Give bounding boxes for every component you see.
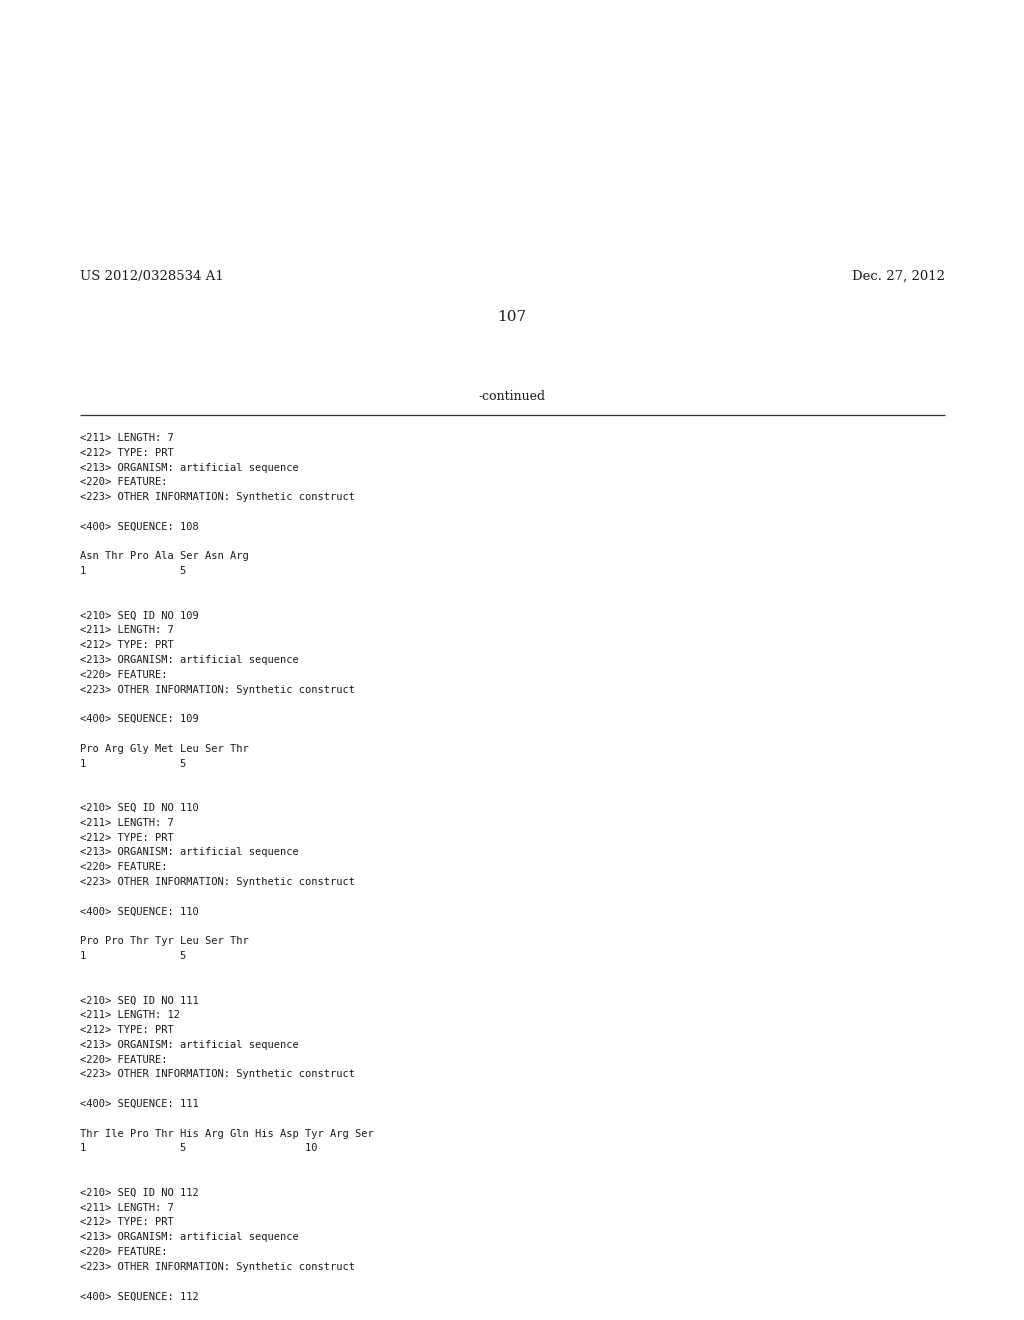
Text: -continued: -continued xyxy=(478,389,546,403)
Text: Pro Pro Thr Tyr Leu Ser Thr: Pro Pro Thr Tyr Leu Ser Thr xyxy=(80,936,249,946)
Text: <223> OTHER INFORMATION: Synthetic construct: <223> OTHER INFORMATION: Synthetic const… xyxy=(80,1262,355,1271)
Text: 1               5: 1 5 xyxy=(80,759,186,768)
Text: <212> TYPE: PRT: <212> TYPE: PRT xyxy=(80,447,174,458)
Text: <223> OTHER INFORMATION: Synthetic construct: <223> OTHER INFORMATION: Synthetic const… xyxy=(80,876,355,887)
Text: <223> OTHER INFORMATION: Synthetic construct: <223> OTHER INFORMATION: Synthetic const… xyxy=(80,685,355,694)
Text: <212> TYPE: PRT: <212> TYPE: PRT xyxy=(80,1026,174,1035)
Text: <211> LENGTH: 7: <211> LENGTH: 7 xyxy=(80,626,174,635)
Text: <213> ORGANISM: artificial sequence: <213> ORGANISM: artificial sequence xyxy=(80,1040,299,1049)
Text: Pro Arg Gly Met Leu Ser Thr: Pro Arg Gly Met Leu Ser Thr xyxy=(80,743,249,754)
Text: <220> FEATURE:: <220> FEATURE: xyxy=(80,1247,168,1257)
Text: <400> SEQUENCE: 108: <400> SEQUENCE: 108 xyxy=(80,521,199,532)
Text: <213> ORGANISM: artificial sequence: <213> ORGANISM: artificial sequence xyxy=(80,847,299,858)
Text: Thr Ile Pro Thr His Arg Gln His Asp Tyr Arg Ser: Thr Ile Pro Thr His Arg Gln His Asp Tyr … xyxy=(80,1129,374,1139)
Text: <211> LENGTH: 7: <211> LENGTH: 7 xyxy=(80,433,174,444)
Text: <212> TYPE: PRT: <212> TYPE: PRT xyxy=(80,1217,174,1228)
Text: <400> SEQUENCE: 110: <400> SEQUENCE: 110 xyxy=(80,907,199,916)
Text: Asn Thr Pro Ala Ser Asn Arg: Asn Thr Pro Ala Ser Asn Arg xyxy=(80,552,249,561)
Text: <212> TYPE: PRT: <212> TYPE: PRT xyxy=(80,833,174,842)
Text: <223> OTHER INFORMATION: Synthetic construct: <223> OTHER INFORMATION: Synthetic const… xyxy=(80,492,355,502)
Text: <213> ORGANISM: artificial sequence: <213> ORGANISM: artificial sequence xyxy=(80,462,299,473)
Text: <213> ORGANISM: artificial sequence: <213> ORGANISM: artificial sequence xyxy=(80,655,299,665)
Text: 1               5: 1 5 xyxy=(80,950,186,961)
Text: <210> SEQ ID NO 109: <210> SEQ ID NO 109 xyxy=(80,611,199,620)
Text: <400> SEQUENCE: 112: <400> SEQUENCE: 112 xyxy=(80,1291,199,1302)
Text: <220> FEATURE:: <220> FEATURE: xyxy=(80,1055,168,1065)
Text: <211> LENGTH: 12: <211> LENGTH: 12 xyxy=(80,1010,180,1020)
Text: 1               5                   10: 1 5 10 xyxy=(80,1143,317,1154)
Text: US 2012/0328534 A1: US 2012/0328534 A1 xyxy=(80,271,224,282)
Text: <210> SEQ ID NO 110: <210> SEQ ID NO 110 xyxy=(80,803,199,813)
Text: <210> SEQ ID NO 111: <210> SEQ ID NO 111 xyxy=(80,995,199,1006)
Text: <211> LENGTH: 7: <211> LENGTH: 7 xyxy=(80,818,174,828)
Text: Dec. 27, 2012: Dec. 27, 2012 xyxy=(852,271,945,282)
Text: 107: 107 xyxy=(498,310,526,323)
Text: <220> FEATURE:: <220> FEATURE: xyxy=(80,669,168,680)
Text: <400> SEQUENCE: 111: <400> SEQUENCE: 111 xyxy=(80,1100,199,1109)
Text: <223> OTHER INFORMATION: Synthetic construct: <223> OTHER INFORMATION: Synthetic const… xyxy=(80,1069,355,1080)
Text: 1               5: 1 5 xyxy=(80,566,186,577)
Text: <210> SEQ ID NO 112: <210> SEQ ID NO 112 xyxy=(80,1188,199,1197)
Text: <220> FEATURE:: <220> FEATURE: xyxy=(80,862,168,873)
Text: <211> LENGTH: 7: <211> LENGTH: 7 xyxy=(80,1203,174,1213)
Text: <212> TYPE: PRT: <212> TYPE: PRT xyxy=(80,640,174,651)
Text: <220> FEATURE:: <220> FEATURE: xyxy=(80,478,168,487)
Text: <400> SEQUENCE: 109: <400> SEQUENCE: 109 xyxy=(80,714,199,725)
Text: <213> ORGANISM: artificial sequence: <213> ORGANISM: artificial sequence xyxy=(80,1232,299,1242)
